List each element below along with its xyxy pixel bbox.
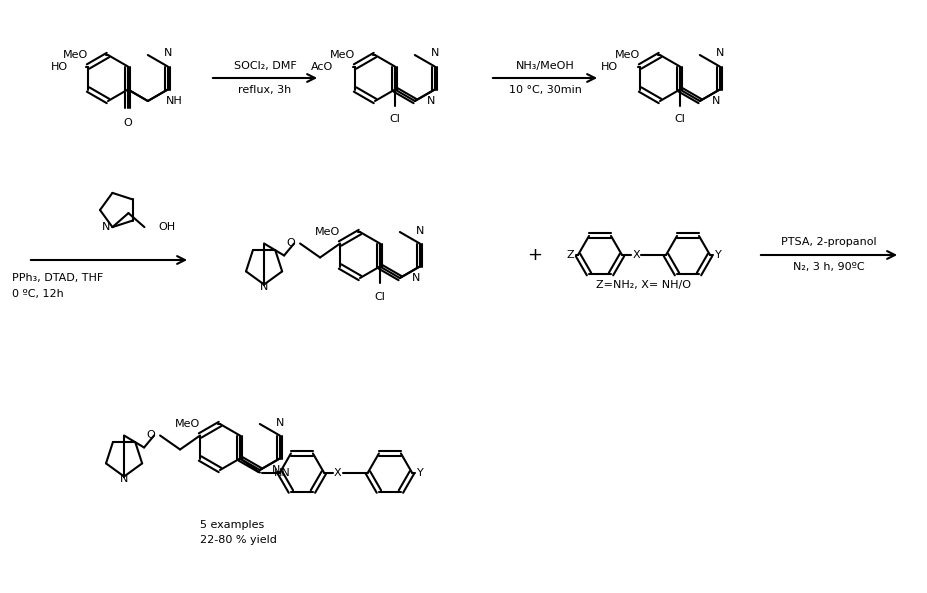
Text: Cl: Cl <box>675 114 685 125</box>
Text: X: X <box>334 467 342 477</box>
Text: Y: Y <box>417 467 424 477</box>
Text: O: O <box>286 238 295 248</box>
Text: HO: HO <box>601 62 618 72</box>
Text: MeO: MeO <box>315 227 340 237</box>
Text: N: N <box>163 49 171 59</box>
Text: N: N <box>426 96 435 106</box>
Text: N: N <box>412 273 420 283</box>
Text: O: O <box>123 117 133 127</box>
Text: PTSA, 2-propanol: PTSA, 2-propanol <box>781 237 877 247</box>
Text: reflux, 3h: reflux, 3h <box>238 85 292 95</box>
Text: X: X <box>632 250 640 260</box>
Text: Cl: Cl <box>389 114 400 125</box>
Text: OH: OH <box>159 222 175 232</box>
Text: Z=NH₂, X= NH/O: Z=NH₂, X= NH/O <box>596 280 692 290</box>
Text: O: O <box>146 431 155 441</box>
Text: NH₃/MeOH: NH₃/MeOH <box>515 61 575 71</box>
Text: PPh₃, DTAD, THF: PPh₃, DTAD, THF <box>12 273 103 283</box>
Text: MeO: MeO <box>615 50 640 60</box>
Text: MeO: MeO <box>63 50 88 60</box>
Text: Y: Y <box>715 250 722 260</box>
Text: MeO: MeO <box>330 50 355 60</box>
Text: N: N <box>272 465 280 475</box>
Text: N: N <box>430 49 439 59</box>
Text: N: N <box>102 222 110 232</box>
Text: N: N <box>712 96 720 106</box>
Text: NH: NH <box>166 96 183 106</box>
Text: 0 ºC, 12h: 0 ºC, 12h <box>12 289 64 299</box>
Text: HN: HN <box>273 467 291 477</box>
Text: AcO: AcO <box>311 62 333 72</box>
Text: Z: Z <box>566 250 574 260</box>
Text: HO: HO <box>51 62 68 72</box>
Text: MeO: MeO <box>175 419 200 429</box>
Text: Cl: Cl <box>375 292 386 301</box>
Text: N: N <box>120 474 128 484</box>
Text: N: N <box>275 417 284 428</box>
Text: +: + <box>527 246 542 264</box>
Text: 10 °C, 30min: 10 °C, 30min <box>509 85 581 95</box>
Text: 5 examples: 5 examples <box>200 520 264 530</box>
Text: N: N <box>415 225 424 235</box>
Text: 22-80 % yield: 22-80 % yield <box>200 535 277 545</box>
Text: SOCl₂, DMF: SOCl₂, DMF <box>234 61 297 71</box>
Text: N: N <box>260 282 268 292</box>
Text: N₂, 3 h, 90ºC: N₂, 3 h, 90ºC <box>794 262 865 272</box>
Text: N: N <box>716 49 724 59</box>
